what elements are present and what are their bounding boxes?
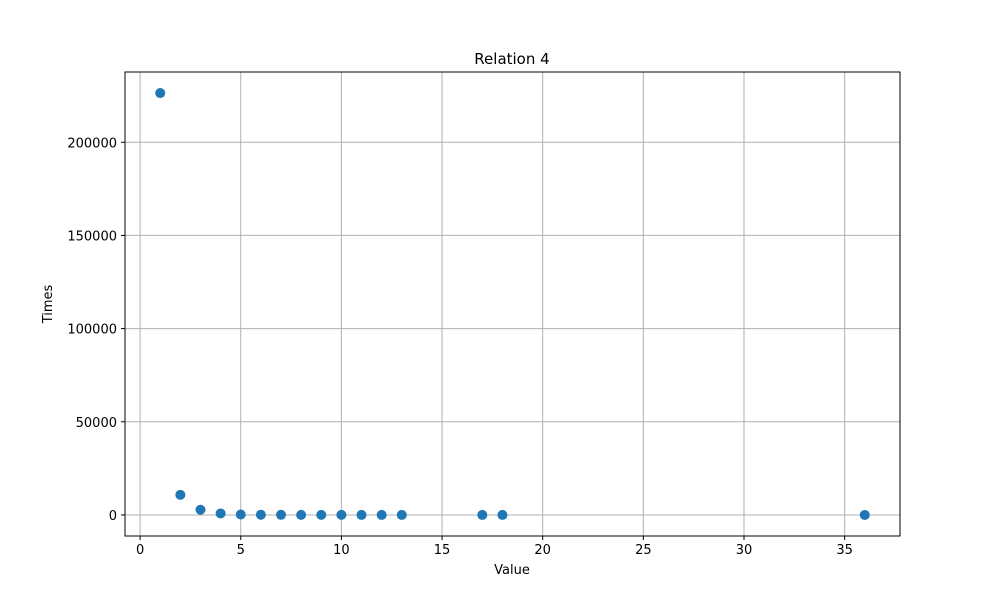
x-tick-label: 30 [736, 543, 753, 558]
data-point [155, 88, 166, 99]
data-point [316, 509, 327, 520]
y-axis-label: Times [41, 284, 56, 324]
y-tick-label: 150000 [67, 229, 117, 244]
data-point [175, 489, 186, 500]
data-point [336, 509, 347, 520]
data-points [155, 88, 870, 520]
x-tick-label: 25 [635, 543, 652, 558]
x-axis-label: Value [494, 563, 530, 578]
data-point [477, 509, 488, 520]
x-tick-label: 20 [534, 543, 551, 558]
data-point [396, 509, 407, 520]
data-point [296, 509, 307, 520]
grid-lines [125, 72, 900, 536]
y-tick-label: 0 [109, 509, 117, 524]
y-tick-label: 100000 [67, 323, 117, 338]
data-point [356, 509, 367, 520]
x-tick-label: 15 [434, 543, 451, 558]
data-point [859, 509, 870, 520]
y-tick-label: 200000 [67, 136, 117, 151]
data-point [255, 509, 266, 520]
axis-ticks: 0 5 10 15 20 25 30 35 0 50000 100000 150000 200000 [67, 136, 853, 558]
x-tick-label: 5 [237, 543, 245, 558]
data-point [376, 509, 387, 520]
data-point [235, 509, 246, 520]
data-point [497, 509, 508, 520]
x-tick-label: 35 [836, 543, 853, 558]
data-point [215, 508, 226, 519]
data-point [195, 504, 206, 515]
chart-title: Relation 4 [474, 50, 549, 68]
x-tick-label: 10 [333, 543, 350, 558]
y-tick-label: 50000 [76, 416, 117, 431]
x-tick-label: 0 [136, 543, 144, 558]
data-point [276, 509, 287, 520]
plot-area-frame [124, 71, 901, 537]
